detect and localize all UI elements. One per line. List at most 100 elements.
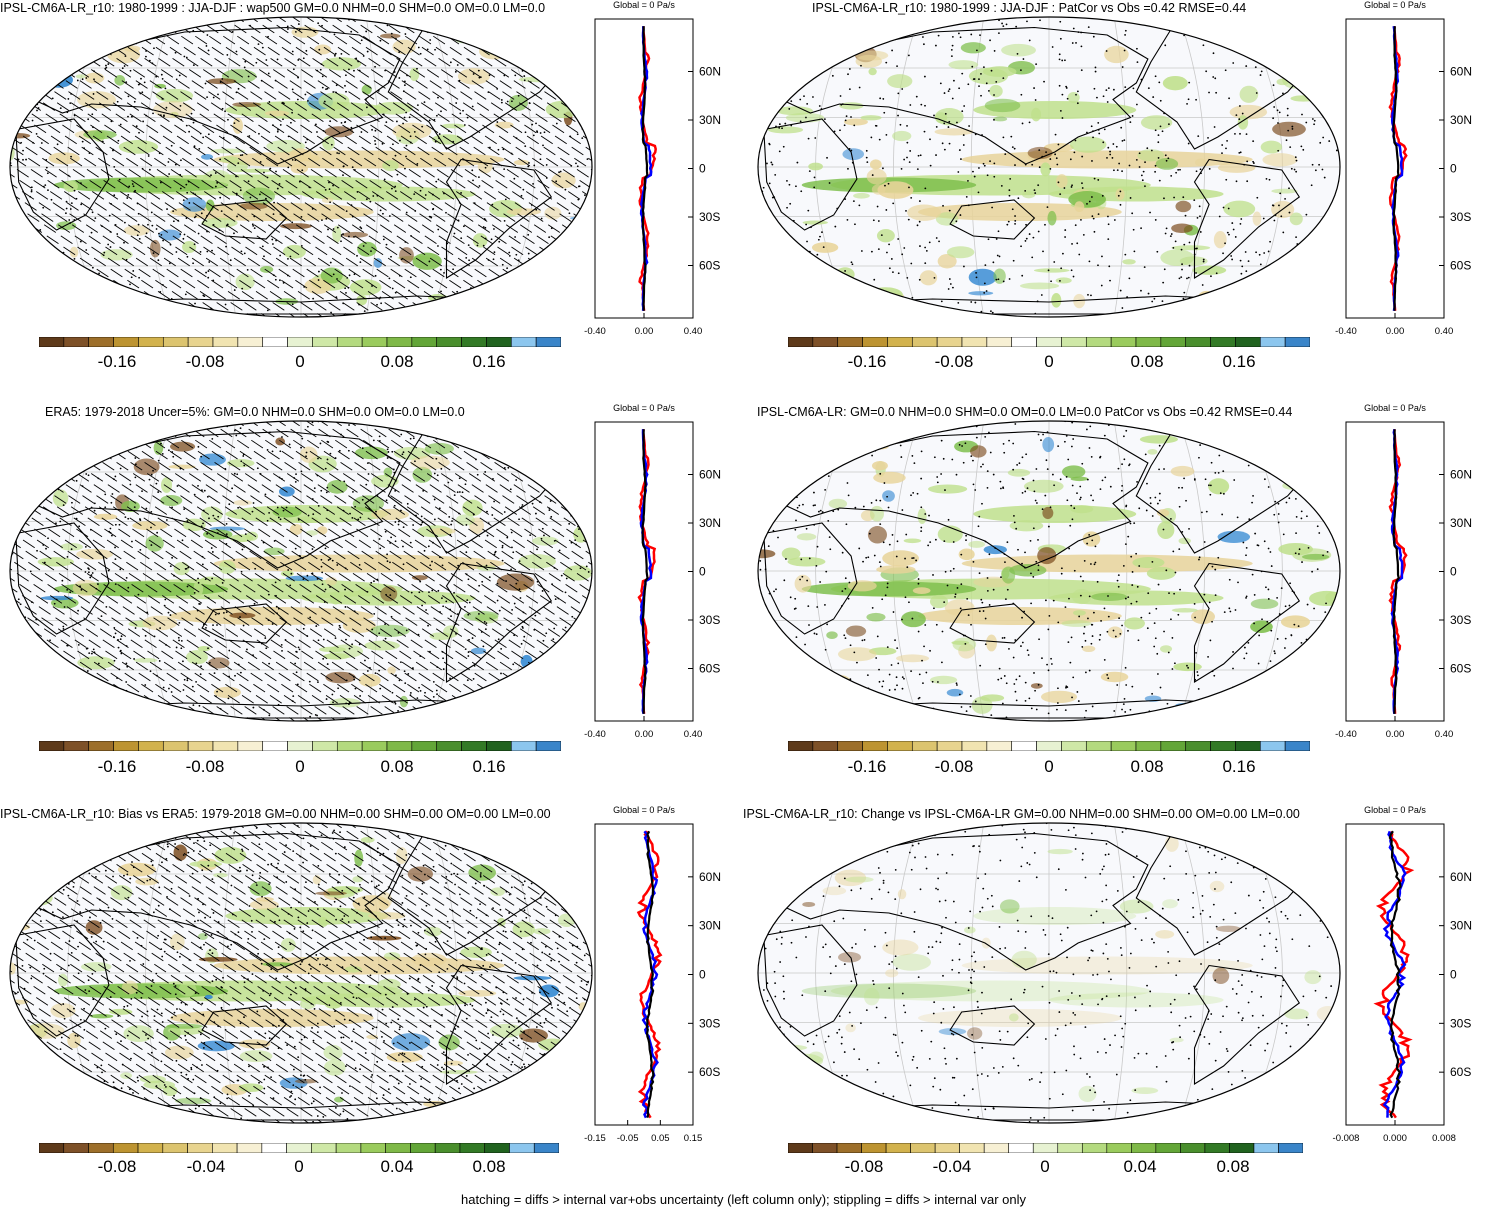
stipple-dot: [819, 581, 822, 583]
stipple-dot: [775, 255, 778, 258]
stipple-dot: [294, 888, 297, 891]
stipple-dot: [1077, 700, 1080, 702]
stipple-dot: [408, 977, 411, 980]
stipple-dot: [764, 471, 766, 474]
stipple-dot: [1221, 513, 1224, 516]
stipple-dot: [1154, 164, 1157, 167]
field-blob: [377, 978, 401, 991]
stipple-dot: [405, 144, 408, 147]
stipple-dot: [498, 240, 501, 243]
stipple-dot: [186, 520, 189, 522]
stipple-dot: [75, 479, 78, 482]
field-blob: [1122, 259, 1136, 265]
stipple-dot: [307, 99, 309, 102]
stipple-dot: [1277, 502, 1280, 505]
stipple-dot: [533, 43, 536, 45]
stipple-dot: [1217, 471, 1220, 474]
stipple-dot: [949, 283, 952, 285]
stipple-dot: [1008, 278, 1011, 280]
stipple-dot: [439, 268, 442, 271]
stipple-dot: [549, 500, 552, 502]
field-blob: [968, 291, 994, 296]
stipple-dot: [1125, 429, 1128, 432]
stipple-dot: [200, 455, 203, 458]
stipple-dot: [1091, 196, 1093, 198]
stipple-dot: [1245, 595, 1248, 598]
stipple-dot: [428, 591, 430, 594]
stipple-dot: [801, 435, 804, 438]
stipple-dot: [1203, 541, 1206, 543]
field-blob: [519, 1028, 548, 1043]
hatch-line: [273, 421, 592, 721]
stipple-dot: [291, 700, 294, 703]
stipple-dot: [442, 1068, 445, 1071]
stipple-dot: [1288, 51, 1291, 54]
stipple-dot: [1167, 157, 1170, 160]
stipple-dot: [1195, 170, 1198, 173]
stipple-dot: [1256, 196, 1259, 199]
field-blob: [373, 258, 383, 268]
stipple-dot: [966, 597, 969, 600]
stipple-dot: [259, 161, 262, 163]
stipple-dot: [260, 79, 263, 82]
stipple-dot: [365, 318, 367, 320]
stipple-dot: [1266, 427, 1268, 430]
stipple-dot: [179, 104, 182, 107]
stipple-dot: [37, 892, 40, 895]
stipple-dot: [127, 697, 130, 700]
stipple-dot: [404, 241, 407, 243]
stipple-dot: [440, 110, 442, 113]
stipple-dot: [1064, 236, 1066, 238]
stipple-dot: [1278, 204, 1280, 207]
stipple-dot: [981, 601, 984, 604]
stipple-dot: [1120, 489, 1123, 492]
stipple-dot: [329, 120, 332, 123]
stipple-dot: [1235, 114, 1238, 117]
stipple-dot: [100, 615, 103, 618]
stipple-dot: [1085, 671, 1087, 674]
stipple-dot: [1121, 624, 1123, 627]
hatch-line: [273, 823, 592, 1123]
stipple-dot: [371, 128, 373, 131]
stipple-dot: [1111, 157, 1114, 159]
stipple-dot: [1056, 163, 1059, 166]
stipple-dot: [521, 270, 524, 273]
stipple-dot: [167, 611, 170, 614]
stipple-dot: [204, 578, 207, 581]
stipple-dot: [967, 179, 969, 182]
stipple-dot: [516, 683, 519, 686]
stipple-dot: [949, 570, 952, 572]
stipple-dot: [1299, 310, 1302, 313]
stipple-dot: [1234, 609, 1237, 611]
stipple-dot: [104, 493, 107, 496]
stipple-dot: [428, 260, 431, 263]
stipple-dot: [403, 80, 406, 83]
stipple-dot: [817, 238, 820, 241]
stipple-dot: [947, 288, 950, 290]
stipple-dot: [865, 156, 868, 159]
stipple-dot: [231, 31, 234, 33]
field-blob: [358, 673, 381, 687]
stipple-dot: [473, 202, 476, 205]
stipple-dot: [1312, 442, 1315, 444]
stipple-dot: [119, 467, 122, 470]
field-blob: [551, 172, 576, 189]
stipple-dot: [783, 306, 786, 309]
stipple-dot: [906, 125, 908, 127]
stipple-dot: [570, 280, 573, 283]
stipple-dot: [519, 1109, 522, 1112]
stipple-dot: [1061, 93, 1064, 96]
stipple-dot: [29, 909, 32, 912]
hatch-line: [35, 421, 496, 721]
stipple-dot: [1078, 615, 1081, 618]
hatch-line: [301, 823, 592, 1123]
stipple-dot: [1154, 170, 1156, 173]
stipple-dot: [977, 525, 980, 528]
stipple-dot: [165, 519, 168, 521]
stipple-dot: [140, 77, 142, 80]
stipple-dot: [1151, 515, 1154, 517]
stipple-dot: [1032, 479, 1035, 482]
stipple-dot: [1020, 245, 1022, 248]
stipple-dot: [128, 185, 131, 188]
stipple-dot: [955, 682, 958, 685]
